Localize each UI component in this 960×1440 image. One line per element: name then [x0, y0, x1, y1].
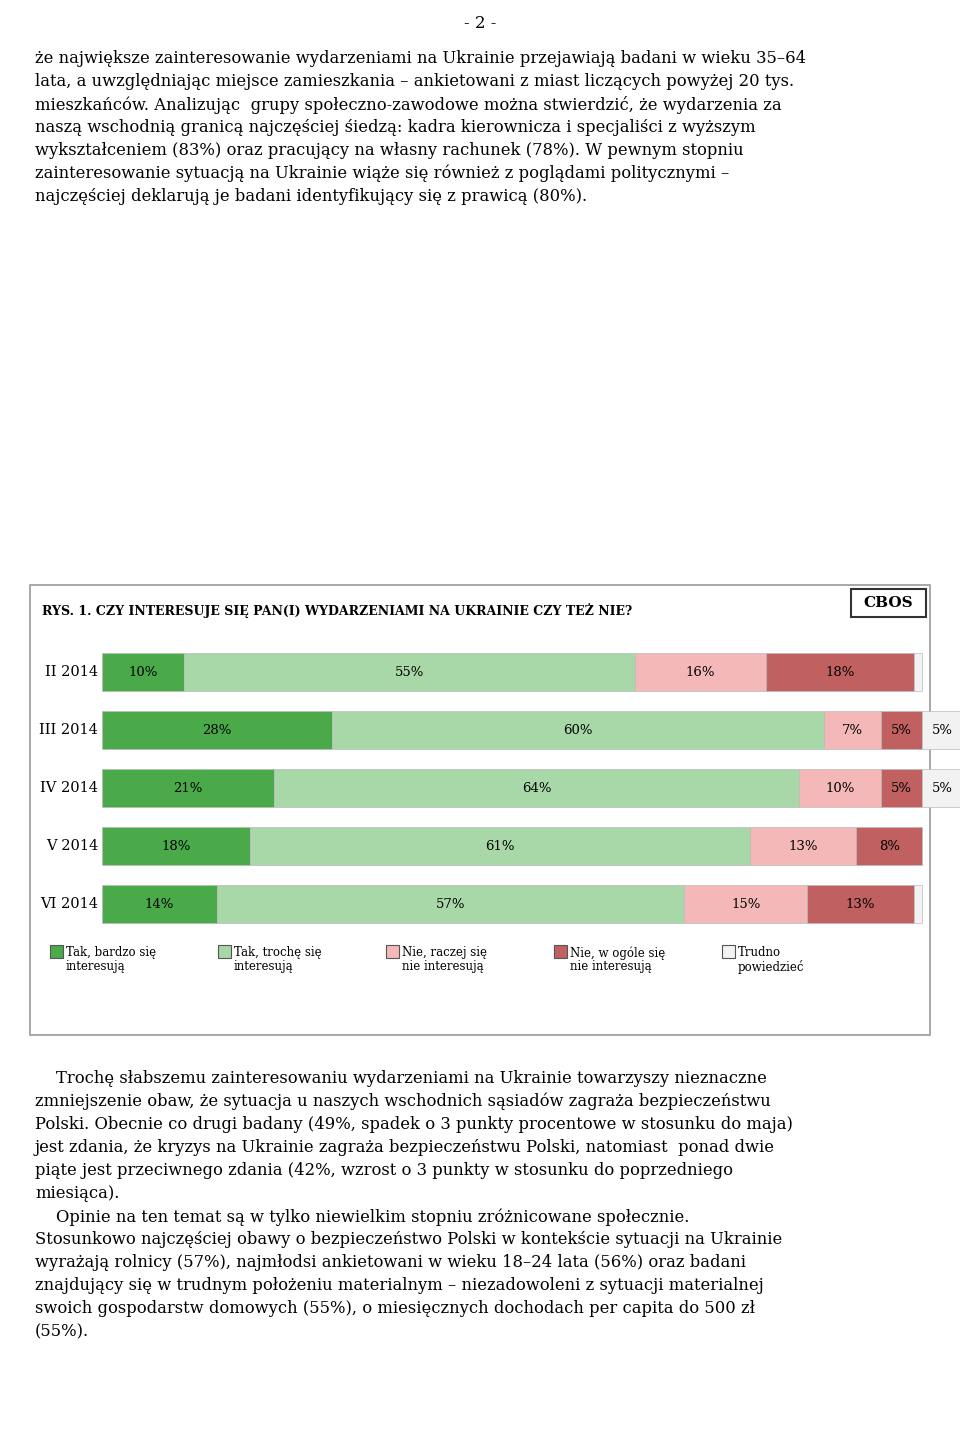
- Bar: [250, 827, 750, 865]
- Text: III 2014: III 2014: [39, 723, 98, 737]
- Text: że największe zainteresowanie wydarzeniami na Ukrainie przejawiają badani w wiek: że największe zainteresowanie wydarzenia…: [35, 50, 806, 68]
- Bar: [102, 769, 275, 806]
- Text: - 2 -: - 2 -: [464, 14, 496, 32]
- Text: CBOS: CBOS: [864, 596, 913, 611]
- Bar: [102, 886, 217, 923]
- Bar: [851, 589, 926, 616]
- Bar: [766, 652, 914, 691]
- Text: znajdujący się w trudnym położeniu materialnym – niezadowoleni z sytuacji materi: znajdujący się w trudnym położeniu mater…: [35, 1277, 764, 1295]
- Text: IV 2014: IV 2014: [40, 780, 98, 795]
- Text: interesują: interesują: [234, 960, 294, 973]
- Text: (55%).: (55%).: [35, 1323, 89, 1341]
- Bar: [856, 827, 922, 865]
- Bar: [102, 652, 184, 691]
- Text: 18%: 18%: [161, 840, 190, 852]
- Bar: [684, 886, 807, 923]
- Text: 15%: 15%: [731, 897, 760, 910]
- Bar: [799, 769, 881, 806]
- Text: Trochę słabszemu zainteresowaniu wydarzeniami na Ukrainie towarzyszy nieznaczne: Trochę słabszemu zainteresowaniu wydarze…: [35, 1070, 767, 1087]
- Text: 13%: 13%: [846, 897, 876, 910]
- Text: mieszkańców. Analizując  grupy społeczno-zawodowe można stwierdzić, że wydarzeni: mieszkańców. Analizując grupy społeczno-…: [35, 96, 781, 114]
- Bar: [218, 945, 231, 958]
- Text: 5%: 5%: [891, 782, 912, 795]
- Bar: [750, 827, 856, 865]
- Text: 55%: 55%: [395, 665, 424, 678]
- Text: wyrażają rolnicy (57%), najmłodsi ankietowani w wieku 18–24 lata (56%) oraz bada: wyrażają rolnicy (57%), najmłodsi ankiet…: [35, 1254, 746, 1272]
- Text: 61%: 61%: [485, 840, 515, 852]
- Text: zainteresowanie sytuacją na Ukrainie wiąże się również z poglądami politycznymi : zainteresowanie sytuacją na Ukrainie wią…: [35, 166, 730, 183]
- Bar: [807, 886, 914, 923]
- Text: najczęściej deklarują je badani identyfikujący się z prawicą (80%).: najczęściej deklarują je badani identyfi…: [35, 189, 588, 204]
- Bar: [275, 769, 799, 806]
- Text: swoich gospodarstw domowych (55%), o miesięcznych dochodach per capita do 500 zł: swoich gospodarstw domowych (55%), o mie…: [35, 1300, 755, 1318]
- Text: 18%: 18%: [826, 665, 854, 678]
- Bar: [30, 585, 930, 1035]
- Text: 57%: 57%: [436, 897, 466, 910]
- Bar: [922, 769, 960, 806]
- Text: 16%: 16%: [685, 665, 715, 678]
- Text: 13%: 13%: [788, 840, 818, 852]
- Bar: [386, 945, 399, 958]
- Bar: [881, 769, 922, 806]
- Text: Tak, trochę się: Tak, trochę się: [234, 946, 322, 959]
- Text: 21%: 21%: [174, 782, 203, 795]
- Bar: [722, 945, 735, 958]
- Text: lata, a uwzględniając miejsce zamieszkania – ankietowani z miast liczących powyż: lata, a uwzględniając miejsce zamieszkan…: [35, 73, 794, 89]
- Text: II 2014: II 2014: [45, 665, 98, 680]
- Text: 64%: 64%: [522, 782, 551, 795]
- Text: zmniejszenie obaw, że sytuacja u naszych wschodnich sąsiadów zagraża bezpieczeńs: zmniejszenie obaw, że sytuacja u naszych…: [35, 1093, 771, 1110]
- Text: V 2014: V 2014: [46, 840, 98, 852]
- Text: 5%: 5%: [932, 723, 953, 736]
- Text: 7%: 7%: [842, 723, 863, 736]
- Text: 5%: 5%: [891, 723, 912, 736]
- Bar: [635, 652, 766, 691]
- Text: piąte jest przeciwnego zdania (42%, wzrost o 3 punkty w stosunku do poprzedniego: piąte jest przeciwnego zdania (42%, wzro…: [35, 1162, 733, 1179]
- Bar: [824, 711, 881, 749]
- Text: interesują: interesują: [66, 960, 126, 973]
- Text: 8%: 8%: [878, 840, 900, 852]
- Bar: [554, 945, 567, 958]
- Bar: [914, 886, 922, 923]
- Text: Tak, bardzo się: Tak, bardzo się: [66, 946, 156, 959]
- Text: Nie, w ogóle się: Nie, w ogóle się: [570, 946, 665, 959]
- Text: 10%: 10%: [826, 782, 854, 795]
- Text: 60%: 60%: [563, 723, 592, 736]
- Text: naszą wschodnią granicą najczęściej śiedzą: kadra kierownicza i specjaliści z wy: naszą wschodnią granicą najczęściej śied…: [35, 120, 756, 135]
- Text: Trudno: Trudno: [738, 946, 781, 959]
- Text: VI 2014: VI 2014: [40, 897, 98, 912]
- Bar: [102, 827, 250, 865]
- Text: jest zdania, że kryzys na Ukrainie zagraża bezpieczeństwu Polski, natomiast  pon: jest zdania, że kryzys na Ukrainie zagra…: [35, 1139, 775, 1156]
- Bar: [914, 652, 922, 691]
- Bar: [881, 711, 922, 749]
- Text: Opinie na ten temat są w tylko niewielkim stopniu zróżnicowane społecznie.: Opinie na ten temat są w tylko niewielki…: [35, 1208, 689, 1225]
- Text: miesiąca).: miesiąca).: [35, 1185, 119, 1202]
- Text: RYS. 1. CZY INTERESUJE SIĘ PAN(I) WYDARZENIAMI NA UKRAINIE CZY TEŻ NIE?: RYS. 1. CZY INTERESUJE SIĘ PAN(I) WYDARZ…: [42, 603, 632, 618]
- Text: 28%: 28%: [203, 723, 231, 736]
- Bar: [50, 945, 63, 958]
- Bar: [922, 711, 960, 749]
- Text: nie interesują: nie interesują: [570, 960, 652, 973]
- Text: 14%: 14%: [145, 897, 174, 910]
- Bar: [102, 711, 331, 749]
- Text: nie interesują: nie interesują: [402, 960, 484, 973]
- Bar: [331, 711, 824, 749]
- Text: Nie, raczej się: Nie, raczej się: [402, 946, 487, 959]
- Text: Polski. Obecnie co drugi badany (49%, spadek o 3 punkty procentowe w stosunku do: Polski. Obecnie co drugi badany (49%, sp…: [35, 1116, 793, 1133]
- Bar: [184, 652, 635, 691]
- Bar: [217, 886, 684, 923]
- Text: wykształceniem (83%) oraz pracujący na własny rachunek (78%). W pewnym stopniu: wykształceniem (83%) oraz pracujący na w…: [35, 143, 744, 158]
- Text: Stosunkowo najczęściej obawy o bezpieczeństwo Polski w kontekście sytuacji na Uk: Stosunkowo najczęściej obawy o bezpiecze…: [35, 1231, 782, 1248]
- Text: powiedzieć: powiedzieć: [738, 960, 804, 973]
- Text: 5%: 5%: [932, 782, 953, 795]
- Text: 10%: 10%: [129, 665, 157, 678]
